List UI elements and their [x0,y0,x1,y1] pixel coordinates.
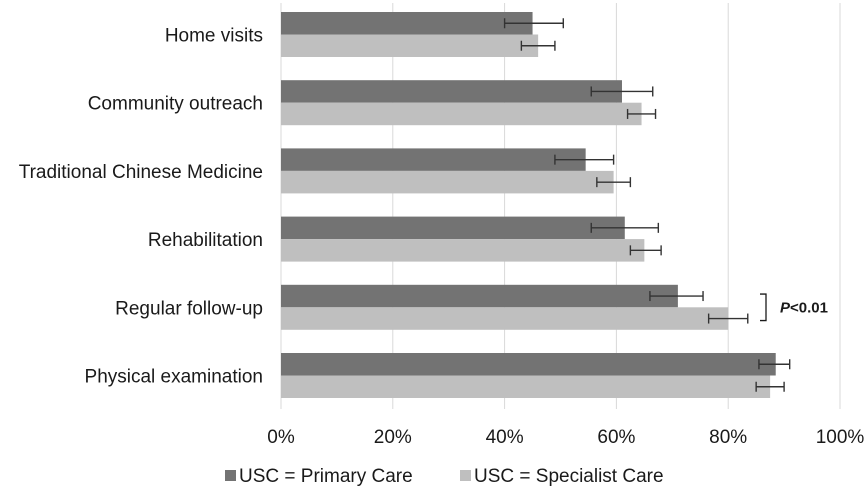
p-value-annotation: P<0.01 [780,299,828,316]
legend-item: USC = Primary Care [225,466,413,487]
annotations: P<0.01 [760,293,828,322]
bars [281,12,776,398]
x-tick-label: 0% [267,427,295,448]
legend-swatch [460,470,471,481]
bar [281,148,586,171]
category-label: Regular follow-up [115,298,263,319]
x-tick-label: 40% [486,427,524,448]
category-label: Traditional Chinese Medicine [19,162,263,183]
error-bar [755,381,785,392]
bar [281,353,776,376]
category-label: Rehabilitation [148,230,263,251]
significance-bracket [760,293,767,322]
x-axis-ticks: 0% 20% 40% 60% 80% 100% [267,427,864,448]
error-bars [503,18,791,392]
error-bar [503,18,564,29]
error-bar [629,245,662,256]
error-bar [626,108,657,119]
bar [281,284,678,308]
category-labels: Home visits Community outreach Traditional… [19,26,263,388]
legend-label: USC = Primary Care [239,466,413,487]
error-bar [554,154,615,165]
x-tick-label: 100% [816,427,865,448]
category-label: Physical examination [85,367,263,388]
legend-swatch [225,470,236,481]
bar [281,12,533,35]
x-tick-label: 20% [374,427,412,448]
legend-label: USC = Specialist Care [474,466,664,487]
legend: USC = Primary Care USC = Specialist Care [225,466,664,487]
error-bar [590,86,654,97]
p-threshold: <0.01 [790,299,828,316]
p-symbol: P [780,299,791,316]
x-tick-label: 60% [597,427,635,448]
bar [281,34,539,57]
error-bar [707,313,749,324]
legend-item: USC = Specialist Care [460,466,664,487]
x-tick-label: 80% [709,427,747,448]
error-bar [590,222,660,233]
error-bar [649,291,704,302]
category-label: Home visits [165,26,263,47]
bar [281,239,645,262]
bar [281,307,729,330]
bar [281,216,625,240]
gridlines [280,3,841,409]
category-label: Community outreach [88,94,263,115]
error-bar [758,359,791,370]
bar [281,102,642,126]
bar [281,170,614,194]
bar [281,80,622,103]
bar [281,375,771,398]
error-bar [596,177,632,188]
error-bar [520,40,556,51]
